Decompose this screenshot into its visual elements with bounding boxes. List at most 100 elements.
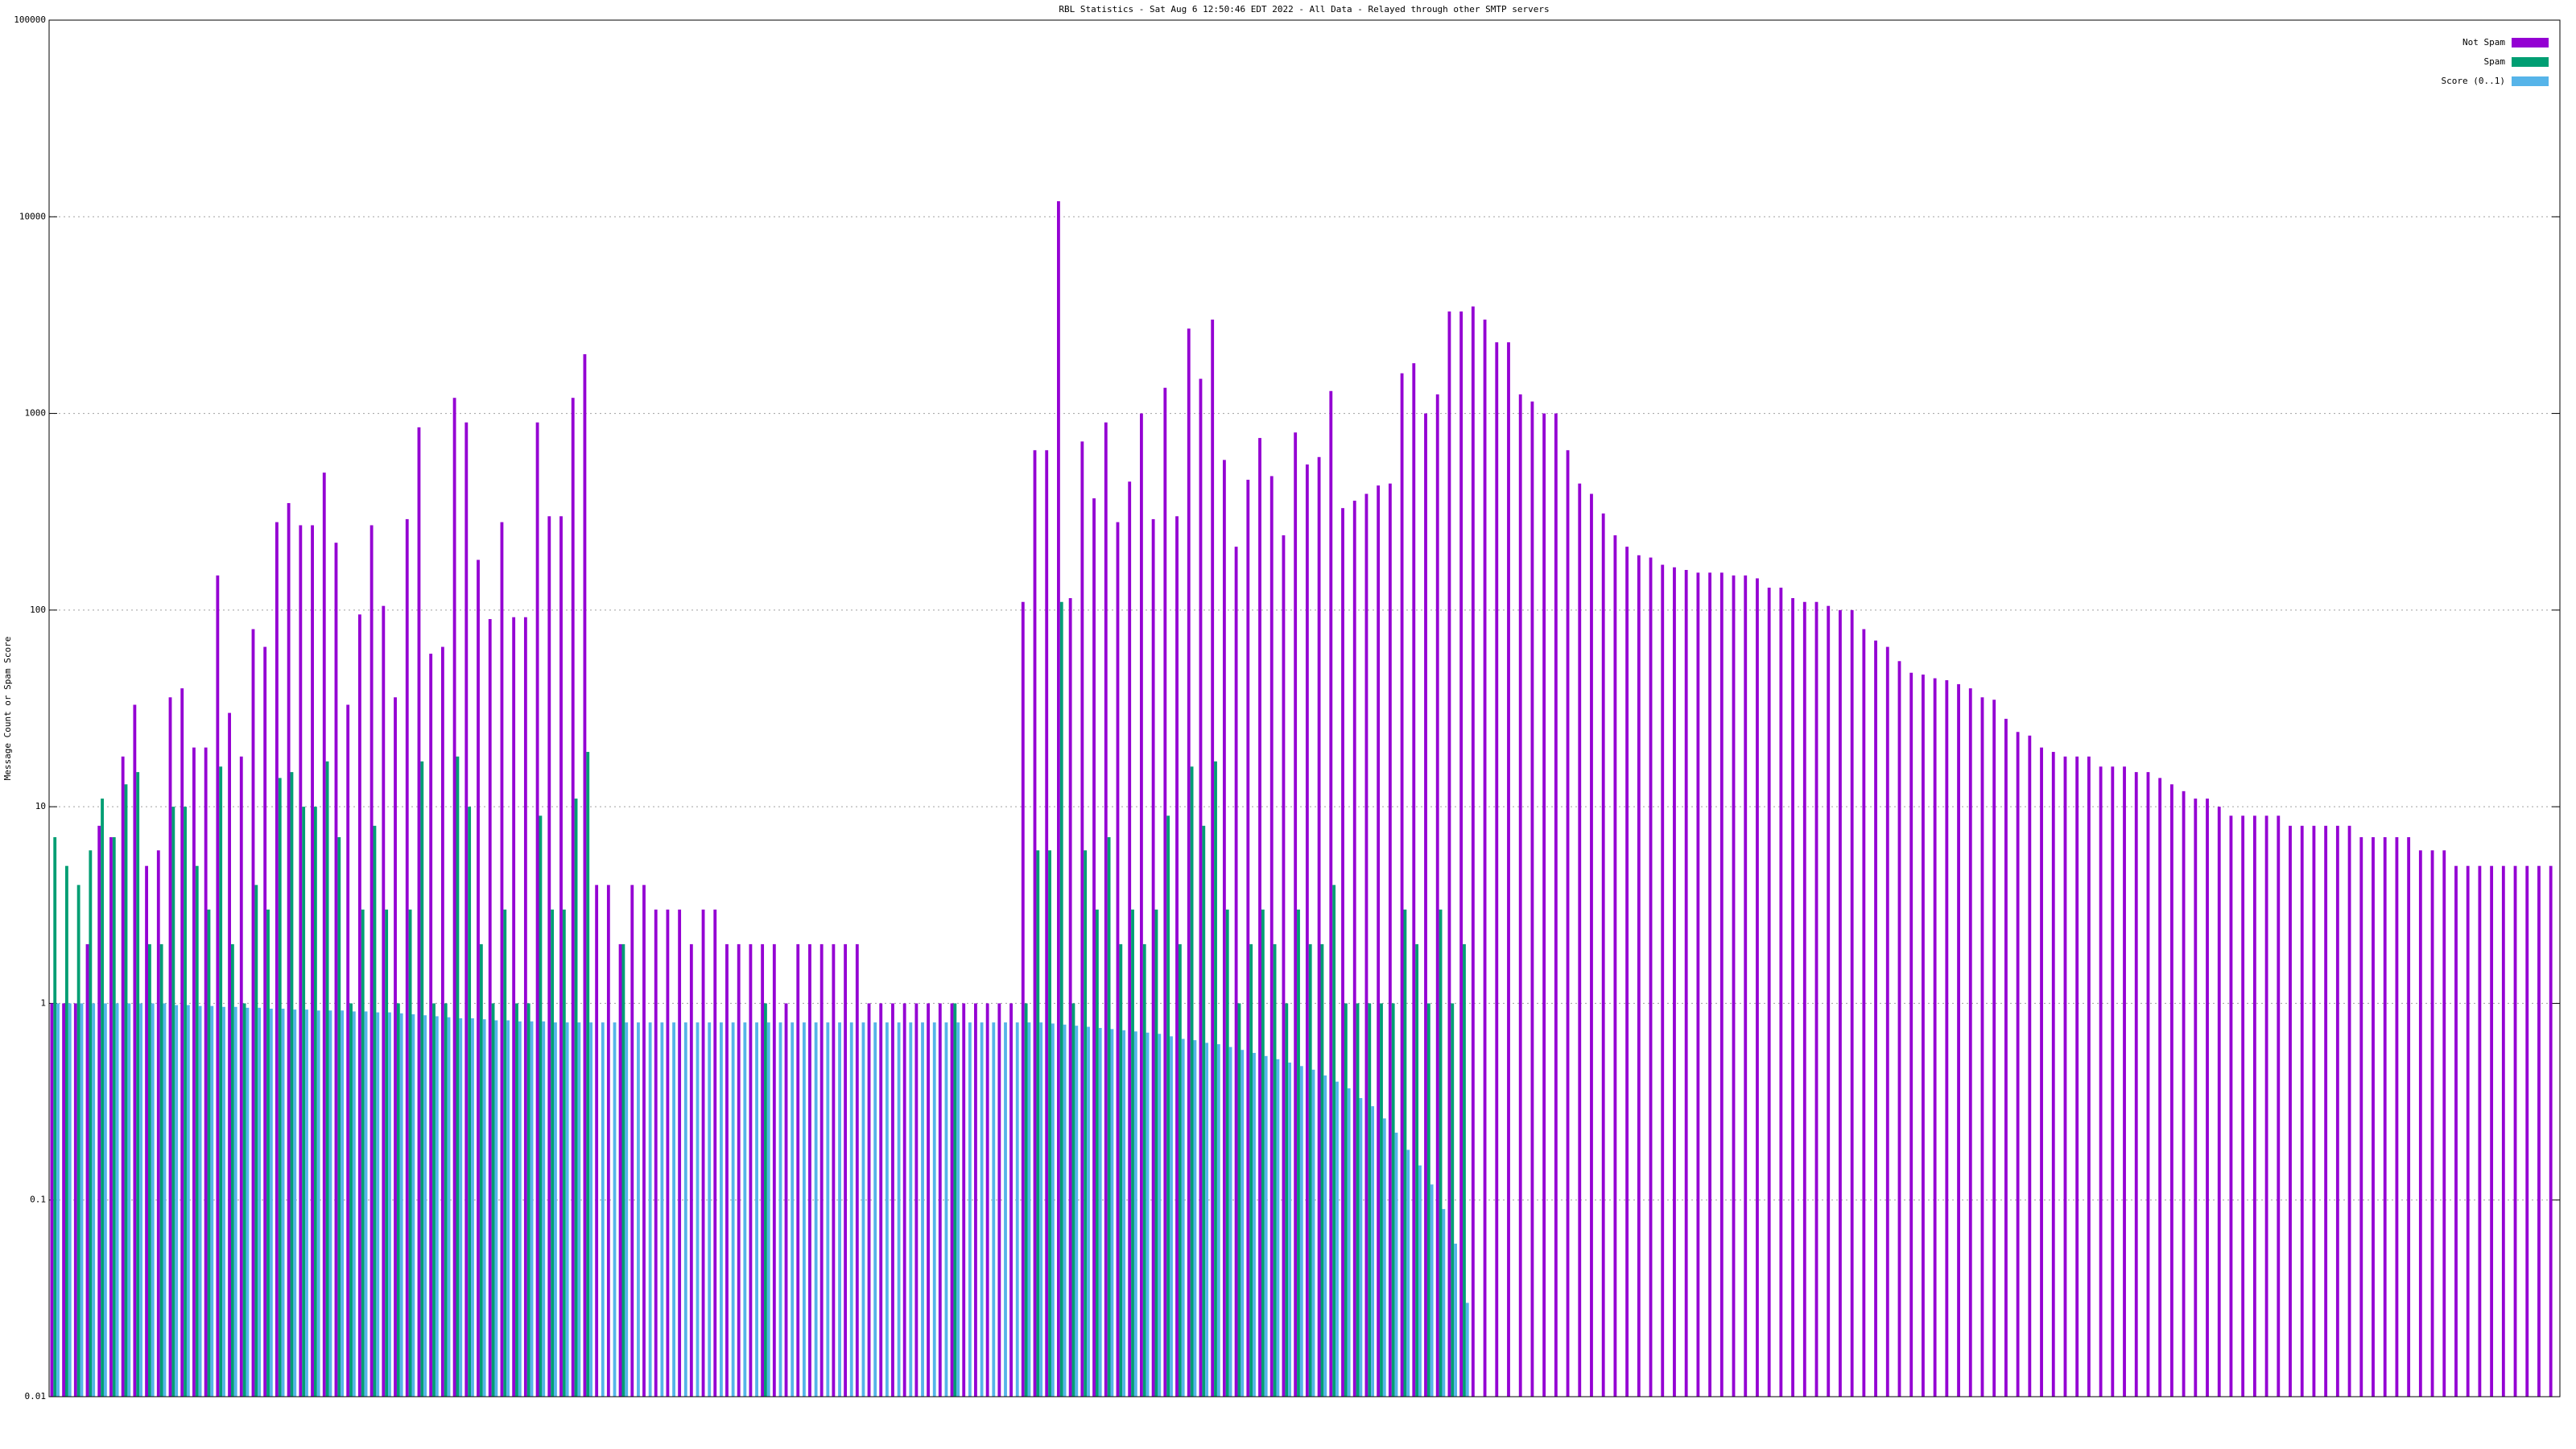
bar — [139, 1003, 142, 1397]
bar — [337, 836, 341, 1397]
bar — [1308, 943, 1312, 1397]
bar — [468, 807, 472, 1397]
bar — [230, 943, 234, 1397]
bar — [2513, 865, 2517, 1397]
bar — [101, 799, 104, 1397]
bar — [488, 619, 492, 1397]
bar — [1566, 450, 1570, 1397]
bar — [1039, 1022, 1043, 1397]
bar — [642, 885, 646, 1397]
bar — [1087, 1026, 1090, 1397]
bar — [731, 1022, 735, 1397]
bar — [909, 1022, 913, 1397]
bar — [103, 1003, 107, 1397]
bar — [761, 943, 765, 1397]
bar — [233, 1006, 237, 1397]
bar — [1400, 373, 1404, 1397]
bar — [163, 1003, 167, 1397]
bar — [1909, 672, 1913, 1397]
bar — [1222, 460, 1226, 1397]
bar — [2169, 784, 2174, 1397]
bar — [357, 614, 361, 1397]
bar — [1009, 1003, 1013, 1397]
bar — [175, 1005, 179, 1397]
bar — [849, 1022, 853, 1397]
bar — [147, 943, 151, 1397]
bar — [210, 1005, 214, 1397]
bar — [1827, 605, 1831, 1397]
bar — [1483, 320, 1487, 1397]
bar — [68, 1003, 72, 1397]
bar — [897, 1022, 901, 1397]
bar — [1601, 513, 1605, 1397]
bar — [1329, 390, 1333, 1397]
bar — [2004, 718, 2008, 1397]
bar — [1119, 943, 1123, 1397]
bar — [266, 909, 270, 1397]
bar — [1435, 394, 1439, 1397]
bar — [1530, 401, 1534, 1397]
y-tick-label: 1 — [40, 997, 46, 1008]
bar — [526, 1003, 530, 1397]
bar — [62, 1003, 66, 1397]
bar — [435, 1016, 439, 1397]
bar — [613, 1022, 617, 1397]
bar — [302, 807, 306, 1397]
bar — [539, 815, 543, 1397]
bar — [258, 1007, 262, 1397]
bar — [577, 1022, 581, 1397]
bar — [1036, 850, 1040, 1397]
bar — [1391, 1003, 1395, 1397]
bar — [313, 807, 317, 1397]
bar — [1190, 766, 1194, 1397]
bar — [2335, 825, 2339, 1397]
bar — [192, 747, 196, 1397]
bar — [145, 865, 148, 1397]
bar — [2040, 747, 2043, 1397]
bar — [1253, 1052, 1256, 1397]
legend-swatch — [2512, 76, 2549, 86]
bar — [305, 1009, 308, 1397]
bar — [630, 885, 634, 1397]
bar — [844, 943, 848, 1397]
bar — [962, 1003, 966, 1397]
bar — [1779, 588, 1783, 1397]
bar — [1637, 555, 1641, 1397]
bar — [1850, 609, 1854, 1397]
bar — [618, 943, 622, 1397]
bar — [1495, 342, 1499, 1397]
bar — [2430, 850, 2434, 1397]
bar — [1205, 1042, 1209, 1397]
bar — [814, 1022, 818, 1397]
bar — [914, 1003, 919, 1397]
bar — [195, 865, 199, 1397]
bar — [1033, 450, 1037, 1397]
bar — [2347, 825, 2351, 1397]
bar — [1045, 450, 1049, 1397]
bar — [696, 1022, 700, 1397]
bar — [2146, 772, 2150, 1397]
bar — [1756, 578, 1759, 1397]
bar — [382, 605, 386, 1397]
bar — [953, 1003, 957, 1397]
bar — [666, 909, 670, 1397]
bar — [1625, 547, 1629, 1397]
bar — [242, 1003, 246, 1397]
bar — [1418, 1165, 1422, 1397]
bar — [1364, 493, 1368, 1397]
bar — [2478, 865, 2482, 1397]
bar — [251, 629, 255, 1397]
bar — [456, 756, 460, 1397]
bar — [1027, 1022, 1031, 1397]
bar — [482, 1019, 486, 1397]
bar — [879, 1003, 883, 1397]
bar — [500, 522, 504, 1397]
bar — [1696, 572, 1700, 1397]
bar — [1518, 394, 1522, 1397]
bar — [1463, 943, 1466, 1397]
bar — [1297, 909, 1300, 1397]
bar — [1214, 761, 1217, 1397]
bar — [1406, 1150, 1410, 1397]
bar — [1380, 1003, 1383, 1397]
bar — [290, 772, 294, 1397]
